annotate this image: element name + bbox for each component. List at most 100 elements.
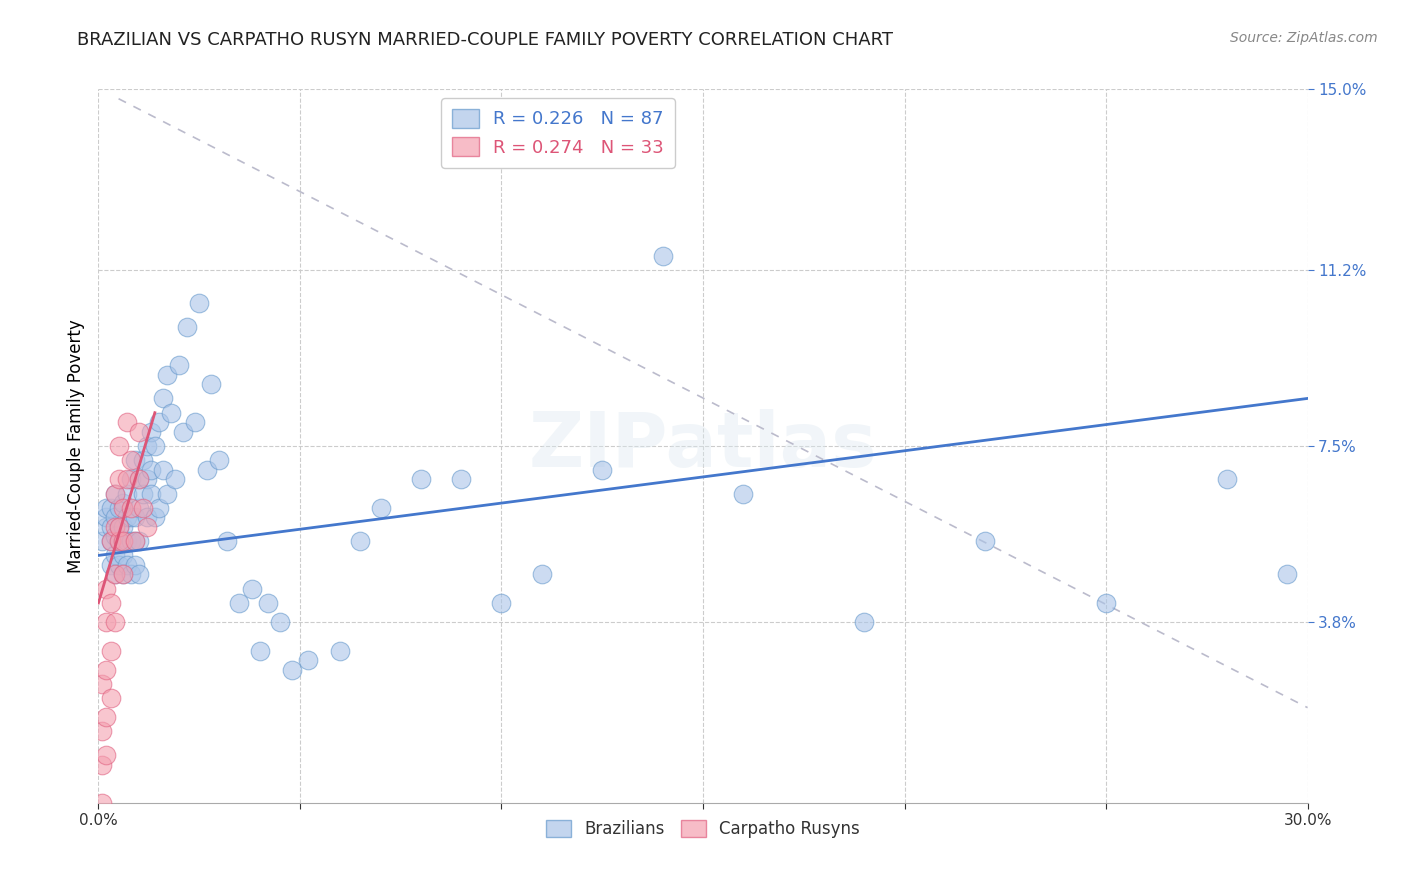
Point: [103, 486, 125, 500]
Point: [217, 534, 239, 549]
Point: [115, 510, 138, 524]
Text: BRAZILIAN VS CARPATHO RUSYN MARRIED-COUPLE FAMILY POVERTY CORRELATION CHART: BRAZILIAN VS CARPATHO RUSYN MARRIED-COUP…: [77, 31, 893, 49]
Point: [200, 377, 222, 392]
Point: [409, 472, 432, 486]
Point: [96, 500, 118, 515]
Point: [249, 643, 271, 657]
Point: [132, 453, 155, 467]
Point: [91, 796, 114, 810]
Point: [349, 534, 371, 549]
Point: [974, 534, 997, 549]
Point: [111, 520, 134, 534]
Point: [103, 615, 125, 629]
Point: [111, 567, 134, 582]
Point: [107, 534, 129, 549]
Point: [176, 320, 198, 334]
Text: Source: ZipAtlas.com: Source: ZipAtlas.com: [1230, 31, 1378, 45]
Point: [281, 663, 304, 677]
Point: [100, 534, 122, 549]
Point: [96, 510, 118, 524]
Point: [91, 677, 114, 691]
Point: [103, 567, 125, 582]
Y-axis label: Married-Couple Family Poverty: Married-Couple Family Poverty: [66, 319, 84, 573]
Point: [91, 534, 114, 549]
Point: [96, 582, 118, 596]
Point: [100, 520, 122, 534]
Point: [100, 596, 122, 610]
Point: [135, 472, 157, 486]
Point: [128, 425, 150, 439]
Point: [148, 500, 170, 515]
Point: [297, 653, 319, 667]
Point: [107, 500, 129, 515]
Point: [103, 529, 125, 543]
Point: [228, 596, 250, 610]
Point: [139, 425, 162, 439]
Point: [651, 249, 673, 263]
Point: [160, 406, 183, 420]
Point: [530, 567, 553, 582]
Point: [139, 463, 162, 477]
Point: [184, 415, 207, 429]
Point: [148, 415, 170, 429]
Point: [152, 392, 174, 406]
Point: [256, 596, 278, 610]
Point: [329, 643, 352, 657]
Point: [208, 453, 231, 467]
Point: [115, 558, 138, 572]
Point: [591, 463, 613, 477]
Point: [370, 500, 392, 515]
Point: [103, 486, 125, 500]
Point: [139, 486, 162, 500]
Point: [124, 534, 146, 549]
Point: [128, 534, 150, 549]
Point: [167, 358, 190, 372]
Point: [135, 520, 157, 534]
Legend: Brazilians, Carpatho Rusyns: Brazilians, Carpatho Rusyns: [538, 813, 868, 845]
Point: [100, 558, 122, 572]
Point: [733, 486, 755, 500]
Point: [100, 643, 122, 657]
Point: [111, 534, 134, 549]
Point: [124, 510, 146, 524]
Point: [96, 748, 118, 763]
Point: [128, 472, 150, 486]
Point: [143, 439, 166, 453]
Point: [96, 520, 118, 534]
Point: [124, 453, 146, 467]
Point: [135, 510, 157, 524]
Point: [111, 567, 134, 582]
Point: [107, 520, 129, 534]
Point: [1095, 596, 1118, 610]
Point: [100, 500, 122, 515]
Point: [853, 615, 876, 629]
Point: [103, 510, 125, 524]
Point: [107, 439, 129, 453]
Point: [103, 520, 125, 534]
Point: [91, 724, 114, 739]
Point: [1277, 567, 1299, 582]
Point: [115, 415, 138, 429]
Point: [128, 500, 150, 515]
Point: [124, 558, 146, 572]
Point: [240, 582, 263, 596]
Point: [100, 534, 122, 549]
Point: [120, 510, 142, 524]
Point: [115, 472, 138, 486]
Point: [152, 463, 174, 477]
Point: [96, 710, 118, 724]
Point: [107, 472, 129, 486]
Point: [491, 596, 513, 610]
Point: [156, 368, 179, 382]
Point: [132, 486, 155, 500]
Point: [143, 510, 166, 524]
Point: [96, 663, 118, 677]
Point: [111, 496, 134, 510]
Point: [111, 549, 134, 563]
Point: [135, 439, 157, 453]
Point: [450, 472, 472, 486]
Point: [120, 472, 142, 486]
Point: [128, 567, 150, 582]
Point: [120, 500, 142, 515]
Point: [107, 558, 129, 572]
